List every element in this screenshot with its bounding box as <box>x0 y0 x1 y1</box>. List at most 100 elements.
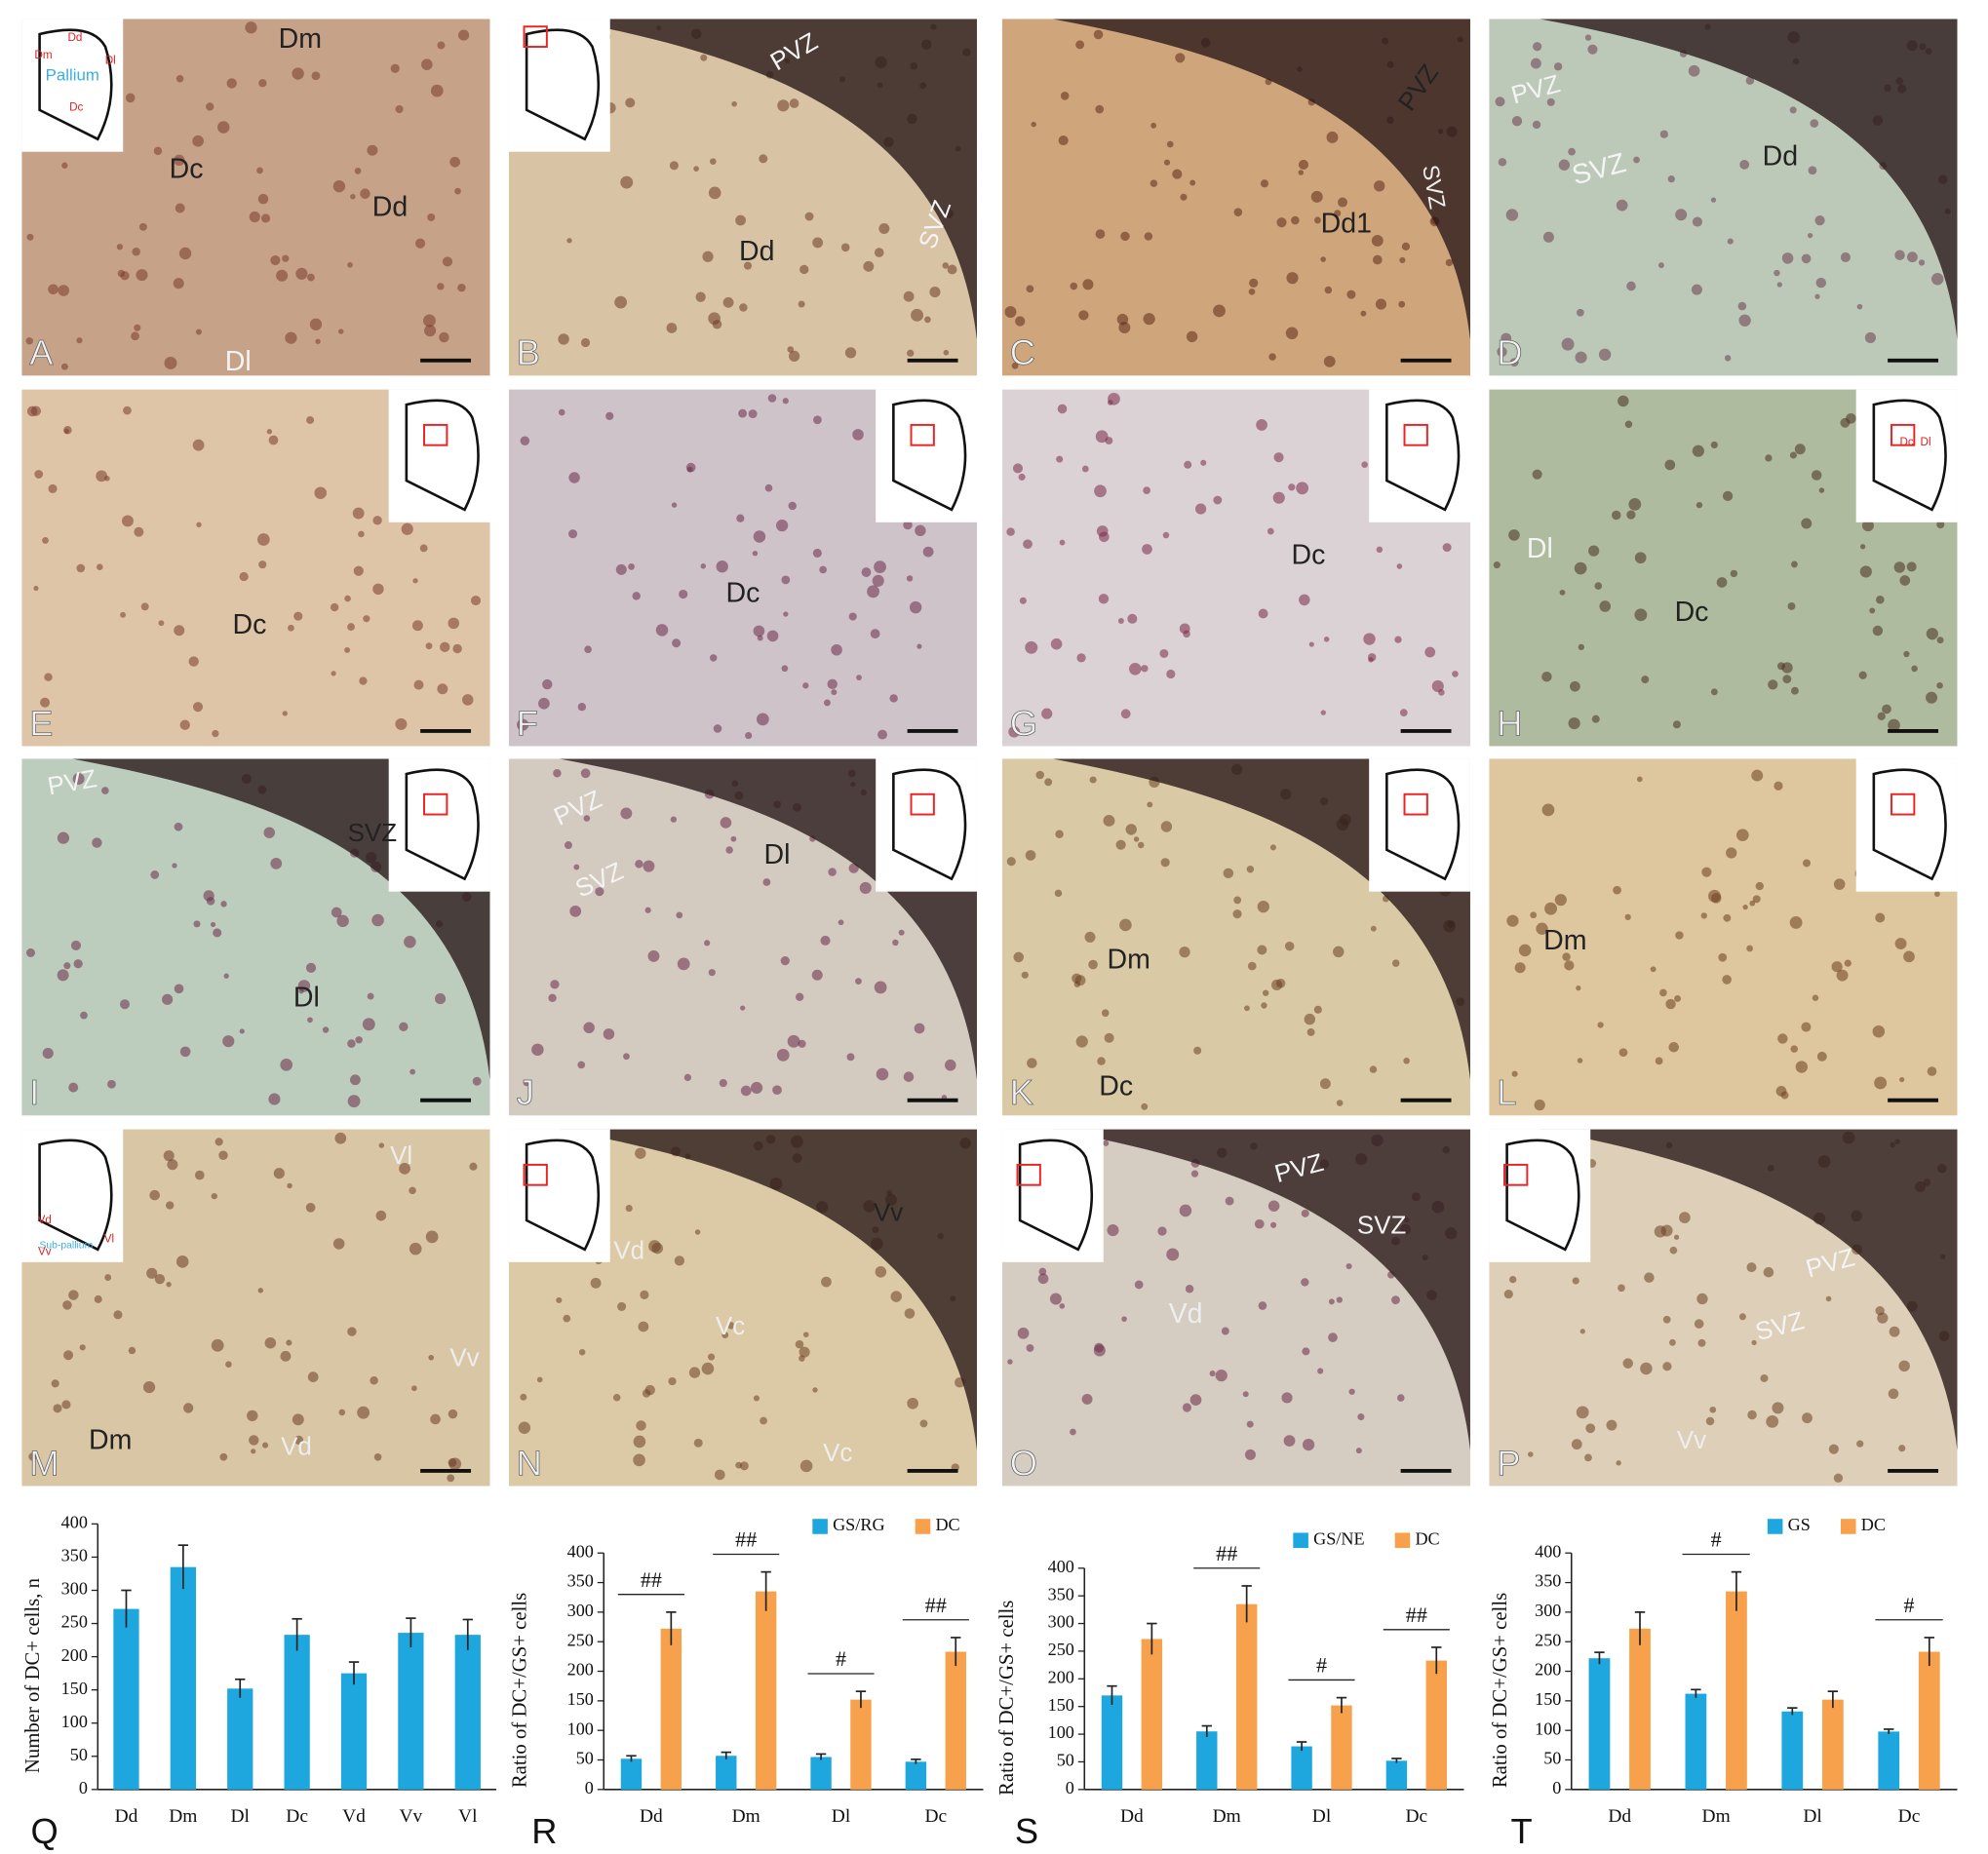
cell <box>256 167 263 174</box>
cell <box>1541 803 1555 817</box>
cell <box>781 665 789 673</box>
region-marker <box>423 792 448 816</box>
cell <box>1313 216 1321 224</box>
cell <box>1026 285 1034 293</box>
cell <box>162 993 174 1005</box>
cell <box>898 929 905 936</box>
cell <box>666 323 678 333</box>
cell <box>1193 1046 1202 1055</box>
cell <box>1081 1393 1093 1405</box>
cell <box>332 1238 345 1250</box>
cell <box>1284 941 1295 951</box>
panel-letter: P <box>1497 1443 1520 1483</box>
cell <box>701 1362 715 1375</box>
error-bar <box>121 1589 132 1628</box>
cell <box>1624 913 1631 920</box>
cell <box>1060 92 1070 100</box>
significance-label: ## <box>735 1527 757 1552</box>
cell <box>1397 1394 1405 1402</box>
cell <box>1097 1057 1106 1065</box>
cell <box>1568 147 1576 156</box>
x-tick-label: Dl <box>231 1806 251 1827</box>
cell <box>1584 1453 1592 1462</box>
cell <box>1137 841 1145 849</box>
cell <box>1877 1312 1889 1324</box>
legend-swatch <box>1840 1519 1856 1534</box>
cell <box>781 575 791 585</box>
cell <box>644 1384 655 1396</box>
cell <box>1027 1058 1037 1068</box>
cell <box>1726 847 1737 859</box>
cell <box>1431 679 1444 693</box>
error-bar <box>855 1690 867 1709</box>
cell <box>413 679 424 690</box>
cell <box>1225 1196 1234 1206</box>
cell <box>334 1132 347 1144</box>
region-marker <box>1403 792 1428 816</box>
cell <box>136 269 148 282</box>
cell <box>798 300 805 308</box>
x-tick-label: Dd <box>640 1806 663 1827</box>
cell <box>1739 159 1750 170</box>
y-tick-label: 50 <box>1543 1749 1561 1768</box>
cell <box>142 1380 156 1394</box>
cell <box>1025 850 1036 861</box>
cell <box>776 1048 790 1062</box>
cell <box>1618 395 1629 407</box>
cell <box>1369 1065 1378 1073</box>
error-bar <box>1691 1688 1701 1698</box>
y-tick-label: 350 <box>61 1546 88 1565</box>
legend-label: GS/NE <box>1313 1528 1364 1548</box>
region-label: Vv <box>874 1199 903 1226</box>
cell <box>1396 563 1403 569</box>
cell <box>1442 543 1452 553</box>
cell <box>1766 1414 1779 1428</box>
legend-swatch <box>1767 1519 1783 1534</box>
cell <box>838 919 844 926</box>
cell <box>293 1435 304 1445</box>
cell <box>943 349 950 356</box>
cell <box>332 179 346 193</box>
cell <box>695 291 706 302</box>
region-label: Dd1 <box>1321 208 1372 239</box>
cell <box>655 624 669 637</box>
cell <box>1673 1234 1680 1240</box>
cell <box>458 29 470 41</box>
cell <box>1254 1218 1265 1229</box>
cell <box>371 913 384 927</box>
cell <box>1150 122 1157 129</box>
cell <box>683 1073 692 1082</box>
cell <box>1037 1273 1049 1285</box>
cell <box>1101 1009 1110 1018</box>
cell <box>643 860 655 872</box>
cell <box>708 186 721 200</box>
cell <box>354 167 362 174</box>
cell <box>225 1361 232 1368</box>
ventricular-zone <box>1052 758 1470 1080</box>
cell <box>427 213 436 221</box>
cell <box>1338 197 1347 208</box>
brain-outline <box>1505 1139 1580 1252</box>
x-tick-label: Dc <box>924 1806 947 1827</box>
significance-label: # <box>836 1646 846 1671</box>
cell <box>347 1095 361 1108</box>
x-tick-label: Dm <box>1213 1806 1241 1827</box>
cell <box>399 1022 409 1031</box>
cell <box>1777 1033 1788 1044</box>
cell <box>922 546 934 558</box>
cell <box>172 863 177 869</box>
cell <box>123 406 132 415</box>
x-tick-label: Dl <box>1312 1806 1332 1827</box>
cell <box>846 1053 855 1062</box>
cell <box>409 1242 422 1255</box>
cell <box>1120 231 1130 242</box>
cell <box>1076 653 1086 663</box>
cell <box>1008 725 1021 738</box>
cell <box>1722 490 1734 501</box>
cell <box>1376 546 1384 554</box>
cell <box>125 93 136 103</box>
cell <box>1514 962 1526 974</box>
cell <box>1511 1070 1518 1077</box>
cell <box>175 1255 189 1268</box>
cell <box>1674 995 1682 1002</box>
